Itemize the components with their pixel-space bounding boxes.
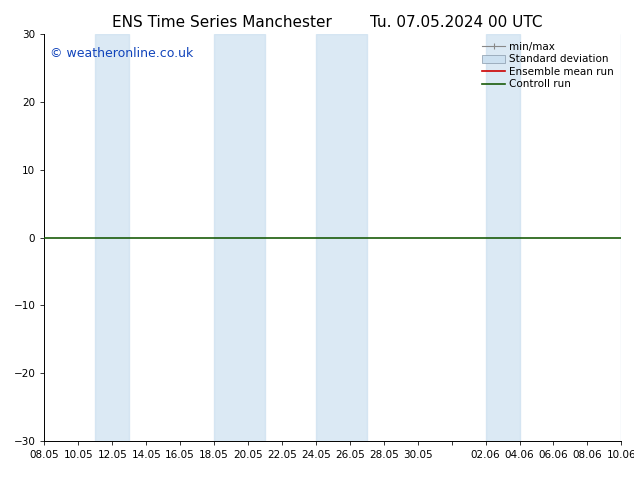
Bar bbox=[621, 34, 634, 441]
Legend: min/max, Standard deviation, Ensemble mean run, Controll run: min/max, Standard deviation, Ensemble me… bbox=[480, 40, 616, 92]
Bar bbox=[95, 34, 129, 441]
Text: Tu. 07.05.2024 00 UTC: Tu. 07.05.2024 00 UTC bbox=[370, 15, 543, 30]
Text: ENS Time Series Manchester: ENS Time Series Manchester bbox=[112, 15, 332, 30]
Bar bbox=[316, 34, 367, 441]
Bar bbox=[214, 34, 265, 441]
Text: © weatheronline.co.uk: © weatheronline.co.uk bbox=[50, 47, 193, 59]
Bar bbox=[486, 34, 519, 441]
